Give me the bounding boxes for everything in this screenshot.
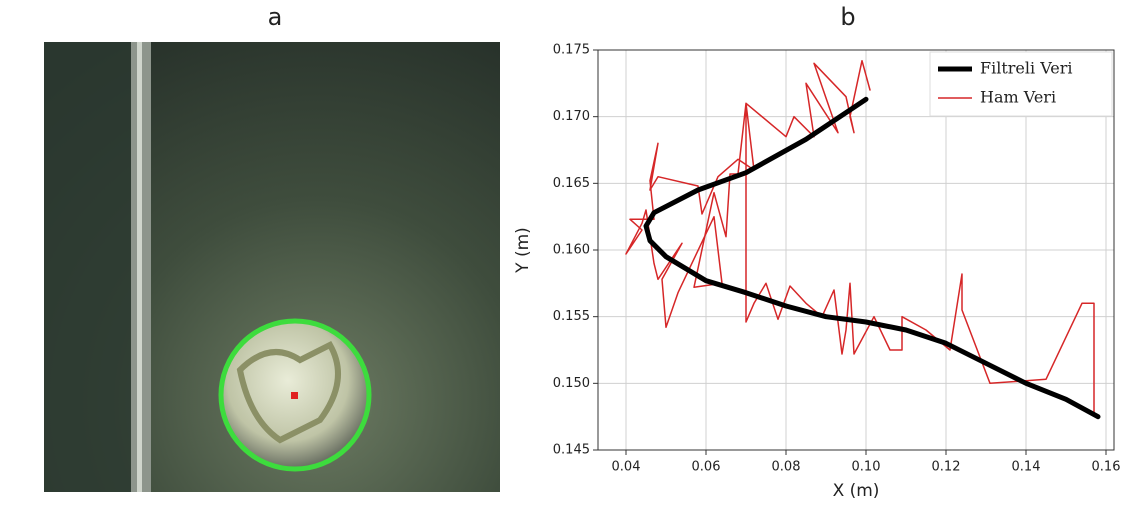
legend-box bbox=[929, 51, 1113, 117]
ball-pattern bbox=[236, 341, 341, 444]
y-tick-label: 0.160 bbox=[553, 243, 590, 258]
legend: Filtreli Veri Ham Veri bbox=[929, 51, 1113, 117]
y-axis-label: Y (m) bbox=[513, 227, 533, 274]
photo bbox=[44, 42, 500, 492]
wall bbox=[44, 42, 134, 492]
panel-label: b bbox=[840, 3, 855, 31]
x-tick-label: 0.04 bbox=[612, 460, 641, 475]
panel-label: a bbox=[268, 3, 283, 31]
pole-highlight bbox=[137, 42, 142, 492]
y-tick-label: 0.150 bbox=[553, 376, 590, 391]
x-axis-label: X (m) bbox=[833, 481, 880, 501]
y-tick-label: 0.155 bbox=[553, 309, 590, 324]
x-tick-label: 0.14 bbox=[1012, 460, 1041, 475]
y-tick-label: 0.165 bbox=[553, 176, 590, 191]
y-tick-label: 0.145 bbox=[553, 443, 590, 458]
legend-label: Filtreli Veri bbox=[980, 59, 1073, 78]
legend-label: Ham Veri bbox=[980, 88, 1056, 107]
plot-frame bbox=[597, 49, 1115, 451]
x-tick-label: 0.08 bbox=[772, 460, 801, 475]
detection-circle bbox=[218, 318, 372, 472]
y-tick-label: 0.170 bbox=[553, 109, 590, 124]
series-line bbox=[643, 96, 1101, 420]
chart: 0.04 0.06 0.08 0.10 0.12 0.14 0.16 0.145 0.150 0.… bbox=[513, 43, 1120, 502]
series-line bbox=[625, 59, 1095, 414]
y-tick-label: 0.175 bbox=[553, 43, 590, 58]
x-tick-label: 0.06 bbox=[692, 460, 721, 475]
x-tick-label: 0.16 bbox=[1092, 460, 1121, 475]
x-tick-label: 0.12 bbox=[932, 460, 961, 475]
center-marker bbox=[291, 392, 298, 399]
x-tick-label: 0.10 bbox=[852, 460, 881, 475]
